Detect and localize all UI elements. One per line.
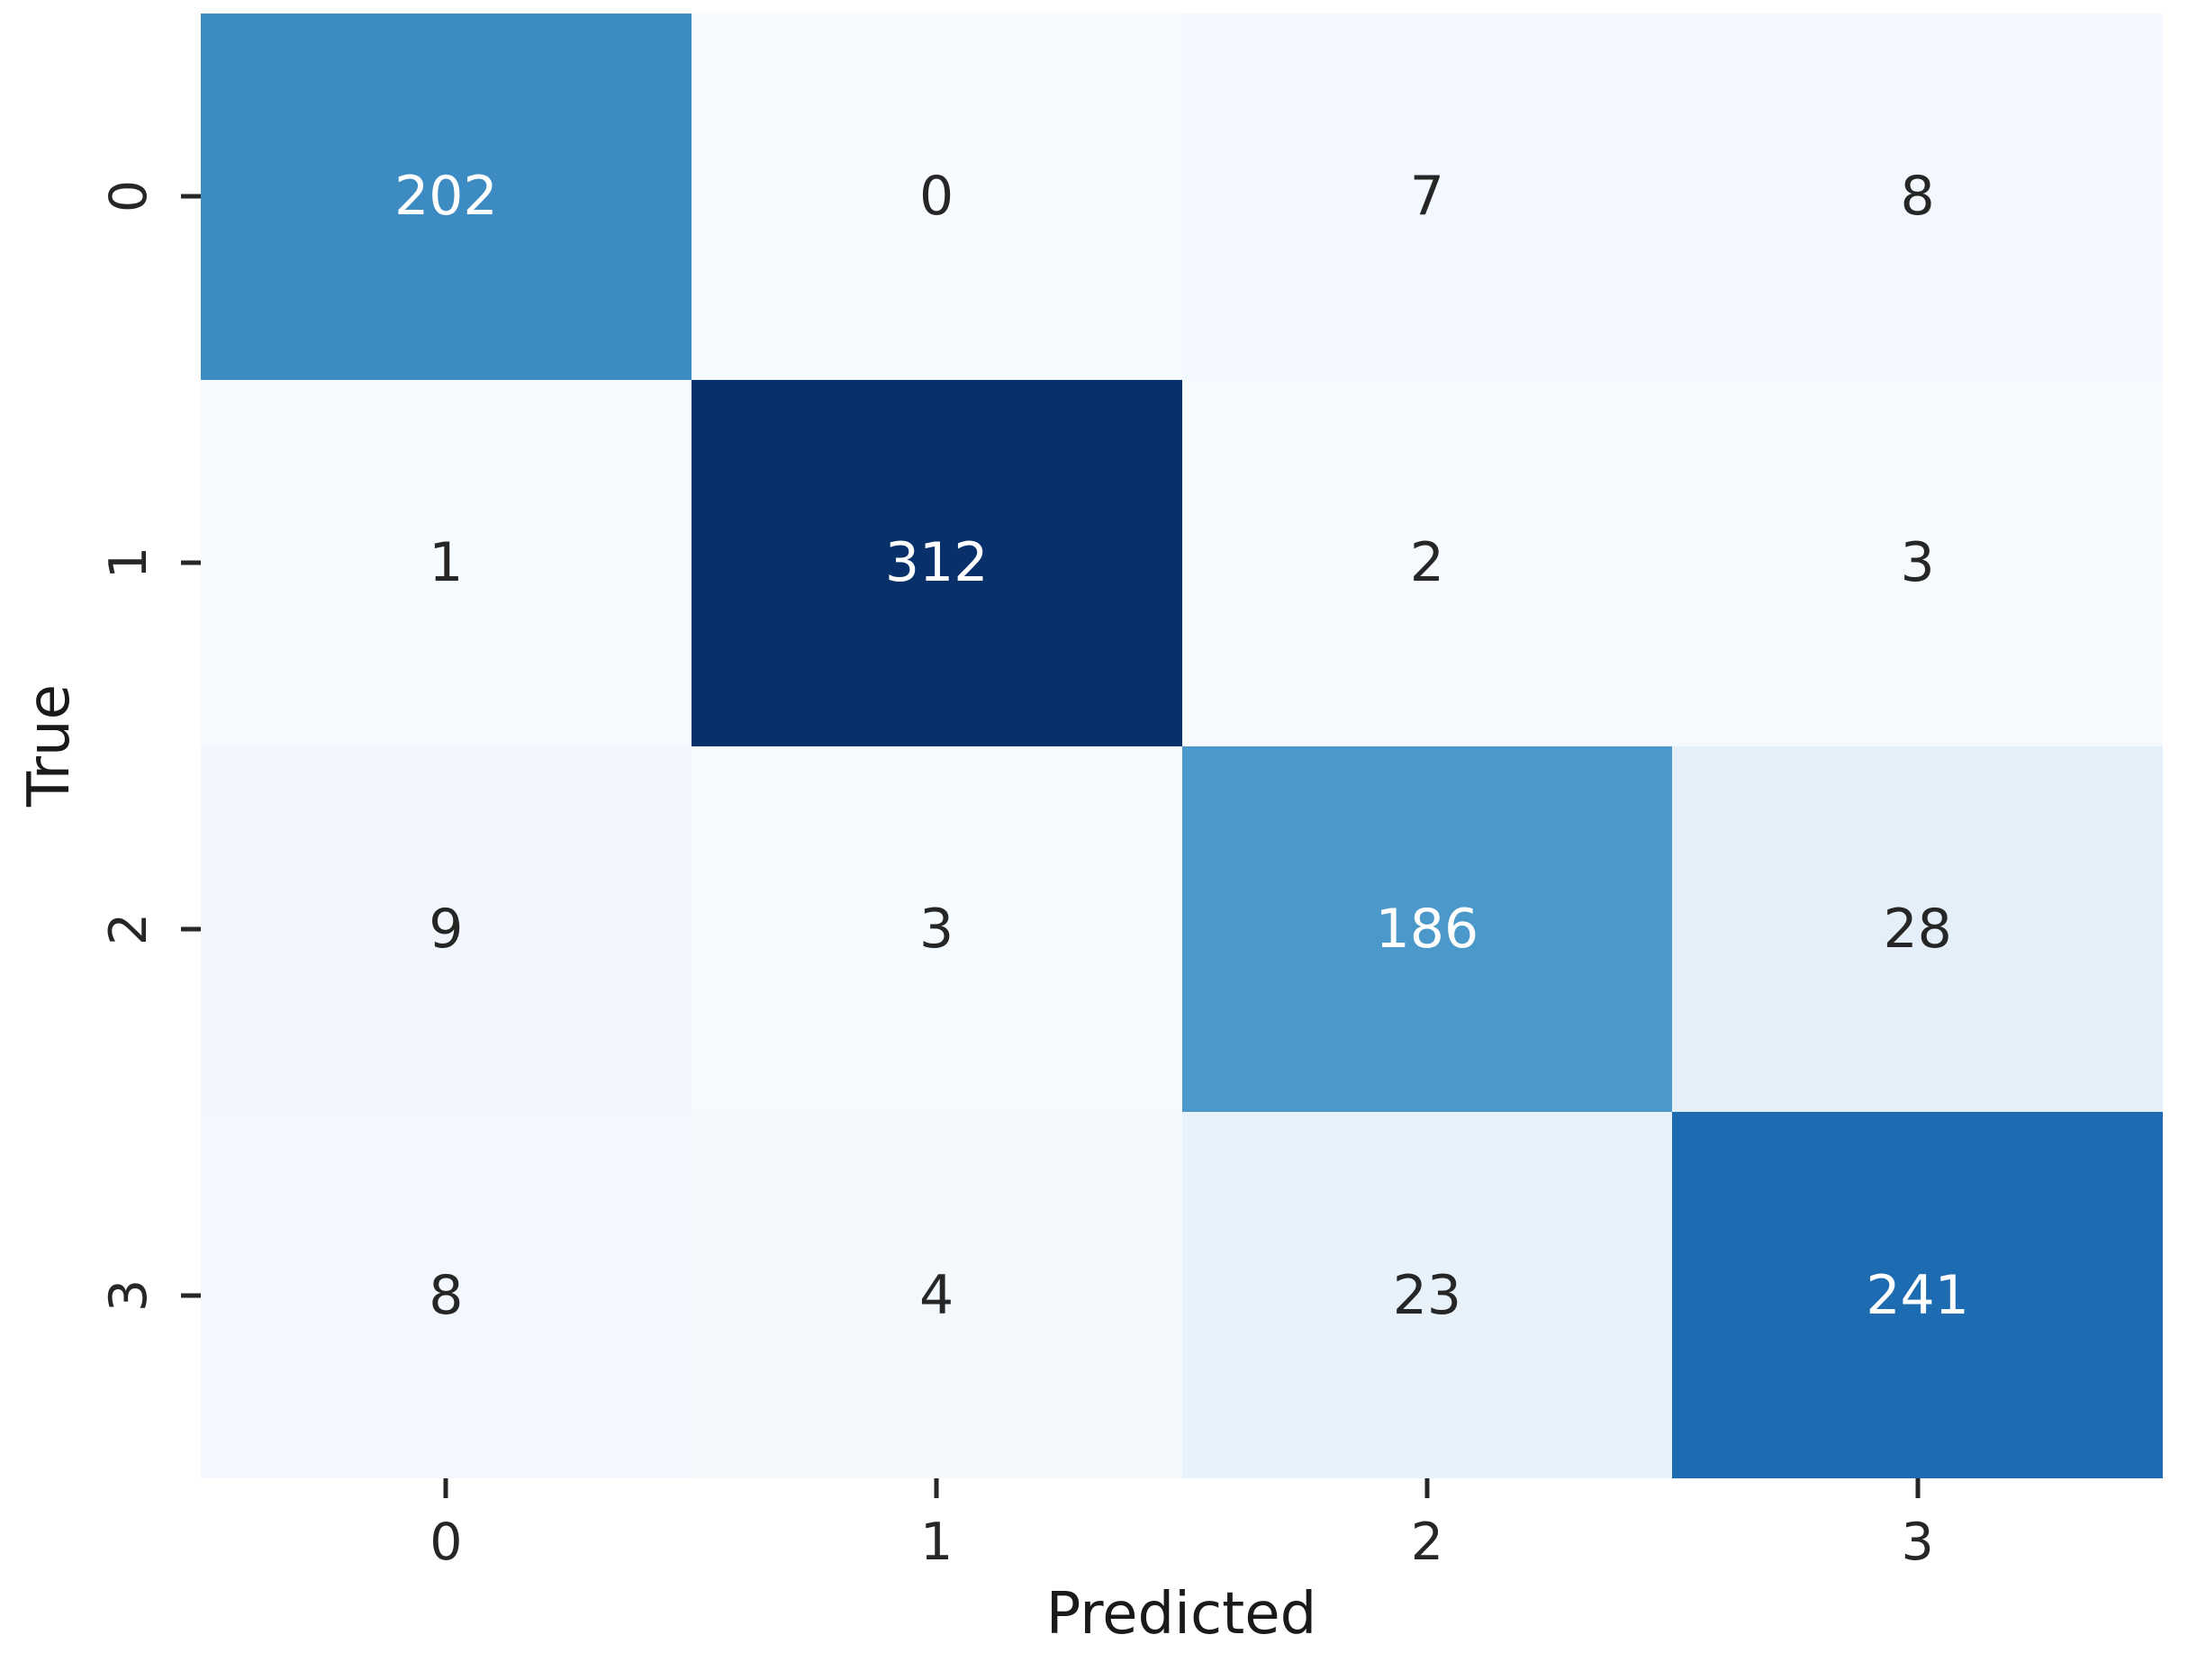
heatmap-cell-r2c1: 3 [691,745,1182,1113]
y-tick-mark [181,1293,201,1298]
cell-value: 9 [429,897,464,961]
cell-value: 241 [1866,1263,1969,1327]
heatmap-cell-r3c2: 23 [1181,1112,1673,1478]
heatmap-cell-r0c0: 202 [201,14,692,380]
y-tick-label: 0 [99,180,158,213]
cell-value: 202 [394,165,498,229]
heatmap-cell-r0c2: 7 [1181,14,1673,380]
cell-value: 1 [429,531,464,595]
cell-value: 8 [429,1263,464,1327]
heatmap-cell-r0c3: 8 [1672,14,2163,380]
y-tick-mark [181,926,201,932]
y-tick-mark [181,194,201,199]
x-tick-mark [1915,1478,1921,1498]
x-tick-label: 1 [919,1513,954,1572]
y-tick-mark [181,560,201,565]
x-tick-label: 0 [429,1513,463,1572]
x-tick-label: 3 [1901,1513,1934,1572]
heatmap-cell-r1c2: 2 [1181,379,1673,746]
heatmap-cell-r3c1: 4 [691,1112,1182,1478]
heatmap-cell-r1c3: 3 [1672,379,2163,746]
x-tick-mark [443,1478,448,1498]
x-tick-label: 2 [1410,1513,1444,1572]
y-tick-label: 3 [99,1278,158,1312]
cell-value: 23 [1392,1263,1462,1327]
cell-value: 28 [1883,897,1952,961]
heatmap-cell-r3c0: 8 [201,1112,692,1478]
y-axis-label: True [16,684,83,807]
cell-value: 0 [919,165,954,229]
heatmap-cell-r2c0: 9 [201,745,692,1113]
heatmap-cell-r0c1: 0 [691,14,1182,380]
x-tick-mark [1424,1478,1430,1498]
x-axis-label: Predicted [1045,1581,1317,1648]
heatmap-grid: 202 0 7 8 1 312 2 3 9 3 186 28 8 4 23 241 [201,14,2163,1478]
cell-value: 2 [1409,531,1444,595]
cell-value: 4 [919,1263,954,1327]
cell-value: 312 [884,531,989,595]
cell-value: 186 [1375,897,1479,961]
heatmap-cell-r2c2: 186 [1181,745,1673,1113]
heatmap-cell-r1c1: 312 [691,379,1182,746]
cell-value: 3 [919,897,954,961]
y-tick-label: 2 [99,912,158,946]
cell-value: 7 [1409,165,1444,229]
cell-value: 3 [1900,531,1935,595]
heatmap-cell-r2c3: 28 [1672,745,2163,1113]
x-tick-mark [934,1478,939,1498]
heatmap-cell-r1c0: 1 [201,379,692,746]
heatmap-cell-r3c3: 241 [1672,1112,2163,1478]
y-tick-label: 1 [99,546,158,580]
cell-value: 8 [1900,165,1935,229]
